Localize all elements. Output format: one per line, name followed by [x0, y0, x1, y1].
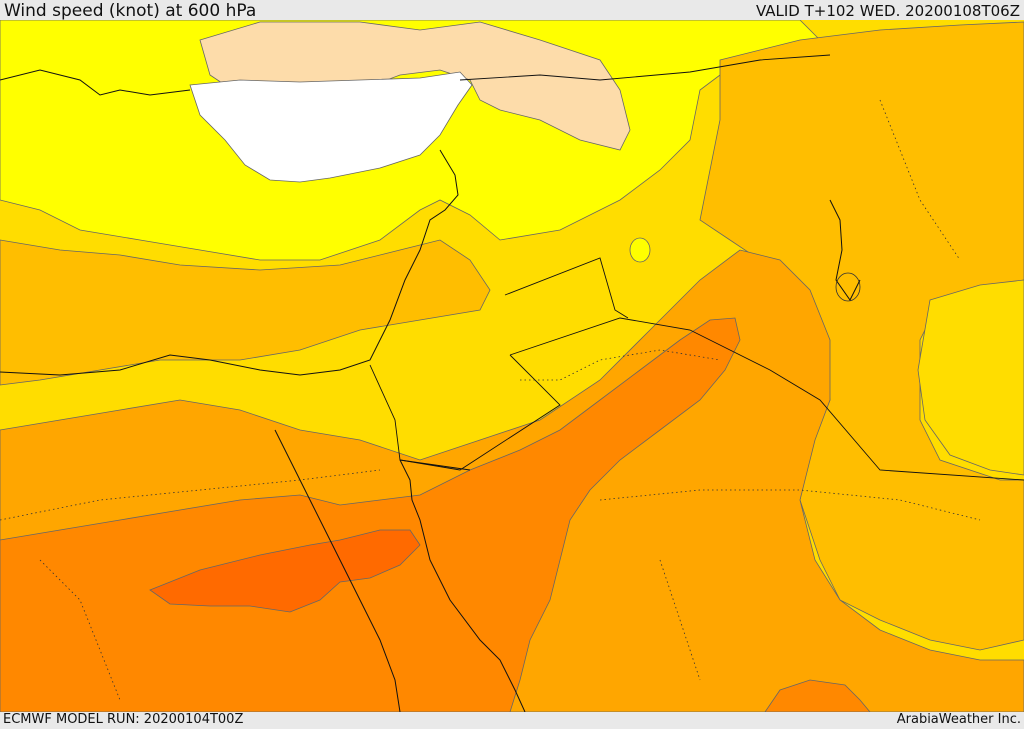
amber-zone-west — [0, 239, 491, 386]
wind-speed-map — [0, 20, 1024, 712]
sea-inlet — [629, 237, 651, 263]
admin-boundaries — [0, 99, 981, 701]
orange-zone — [0, 317, 741, 712]
island-gulf — [835, 272, 861, 302]
valid-time-label: VALID T+102 WED. 20200108T06Z — [755, 2, 1020, 20]
credit-label: ArabiaWeather Inc. — [896, 712, 1021, 727]
calm-zone — [189, 71, 473, 183]
country-borders — [369, 54, 1024, 481]
gold-zone-east — [917, 279, 1024, 476]
header-bar: Wind speed (knot) at 600 hPa VALID T+102… — [0, 0, 1024, 20]
coastlines — [0, 69, 861, 712]
footer-bar: ECMWF MODEL RUN: 20200104T00Z ArabiaWeat… — [0, 712, 1024, 729]
map-title: Wind speed (knot) at 600 hPa — [4, 1, 257, 21]
model-run-label: ECMWF MODEL RUN: 20200104T00Z — [3, 712, 244, 727]
orange-zone-southeast — [764, 679, 871, 712]
orange-dark-zone — [149, 529, 421, 613]
